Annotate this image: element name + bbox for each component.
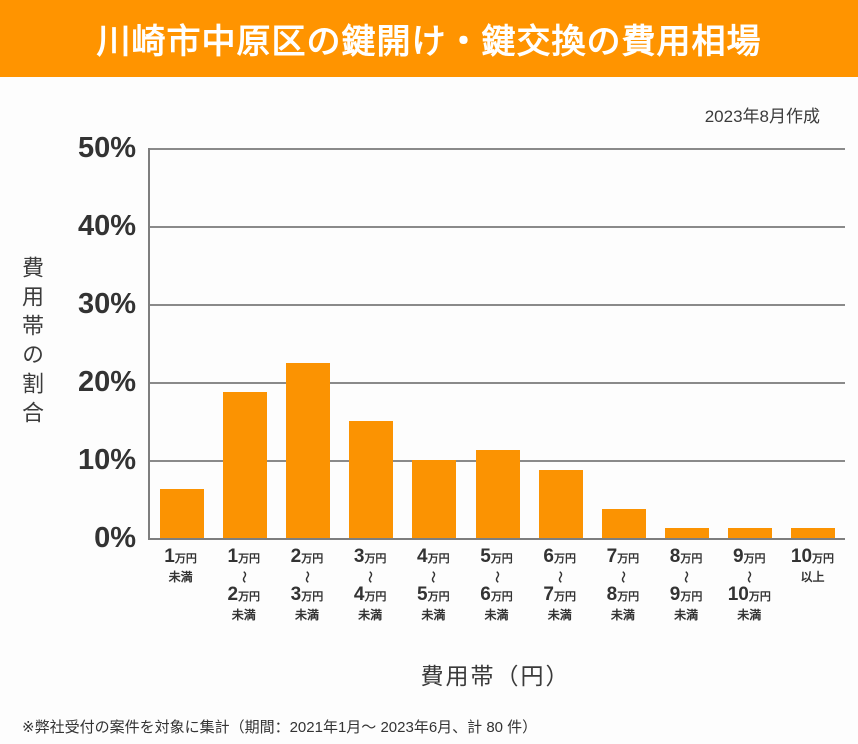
bar [159, 489, 204, 538]
y-tick-label: 10% [77, 444, 136, 476]
plot-area [148, 148, 845, 540]
bar [475, 450, 520, 538]
gridline [150, 304, 845, 306]
x-tick-label: 4万円〜 5万円 未満 [417, 546, 450, 623]
bar [349, 421, 394, 538]
x-axis-labels: 1万円 未満 1万円〜 2万円 未満 2万円〜 3万円 未満 3万円〜 4万円 未満 4万円〜 5万円未… [149, 547, 844, 623]
x-tick-label: 1万円 未満 [164, 546, 197, 585]
gridline [150, 382, 845, 384]
page-title: 川崎市中原区の鍵開け・鍵交換の費用相場 [96, 23, 762, 61]
bar [538, 469, 583, 538]
bar [728, 528, 773, 538]
bar [412, 460, 457, 538]
bar [665, 528, 710, 538]
x-tick-label: 1万円〜 2万円 未満 [227, 546, 261, 623]
x-tick-label: 10万円 以上 [790, 546, 835, 585]
bar [601, 508, 646, 538]
x-tick-label: 5万円〜 6万円 未満 [480, 546, 513, 623]
y-axis-title: 費用帯の割合 [19, 255, 44, 431]
y-tick-label: 30% [77, 288, 136, 320]
bar [791, 528, 836, 538]
x-tick-label: 7万円〜 8万円 未満 [606, 546, 640, 623]
y-tick-label: 50% [77, 132, 136, 164]
x-axis-title: 費用帯（円） [420, 663, 571, 689]
date-note: 2023年8月作成 [704, 107, 820, 126]
gridline [150, 148, 845, 150]
x-tick-label: 8万円〜 9万円 未満 [669, 546, 703, 623]
y-tick-label: 20% [77, 366, 136, 398]
y-tick-label: 40% [77, 210, 136, 242]
bar [285, 362, 330, 538]
x-tick-label: 3万円〜 4万円 未満 [353, 546, 387, 623]
title-banner: 川崎市中原区の鍵開け・鍵交換の費用相場 [0, 0, 858, 77]
footnote: ※弊社受付の案件を対象に集計（期間：2021年1月～ 2023年6月、計 80 … [22, 719, 538, 736]
gridline [150, 226, 845, 228]
x-tick-label: 2万円〜 3万円 未満 [290, 546, 324, 623]
x-tick-label: 6万円〜 7万円 未満 [543, 546, 576, 623]
bar [222, 391, 267, 538]
y-tick-label: 0% [94, 522, 136, 554]
x-tick-label: 9万円〜 10万円 未満 [727, 546, 771, 623]
